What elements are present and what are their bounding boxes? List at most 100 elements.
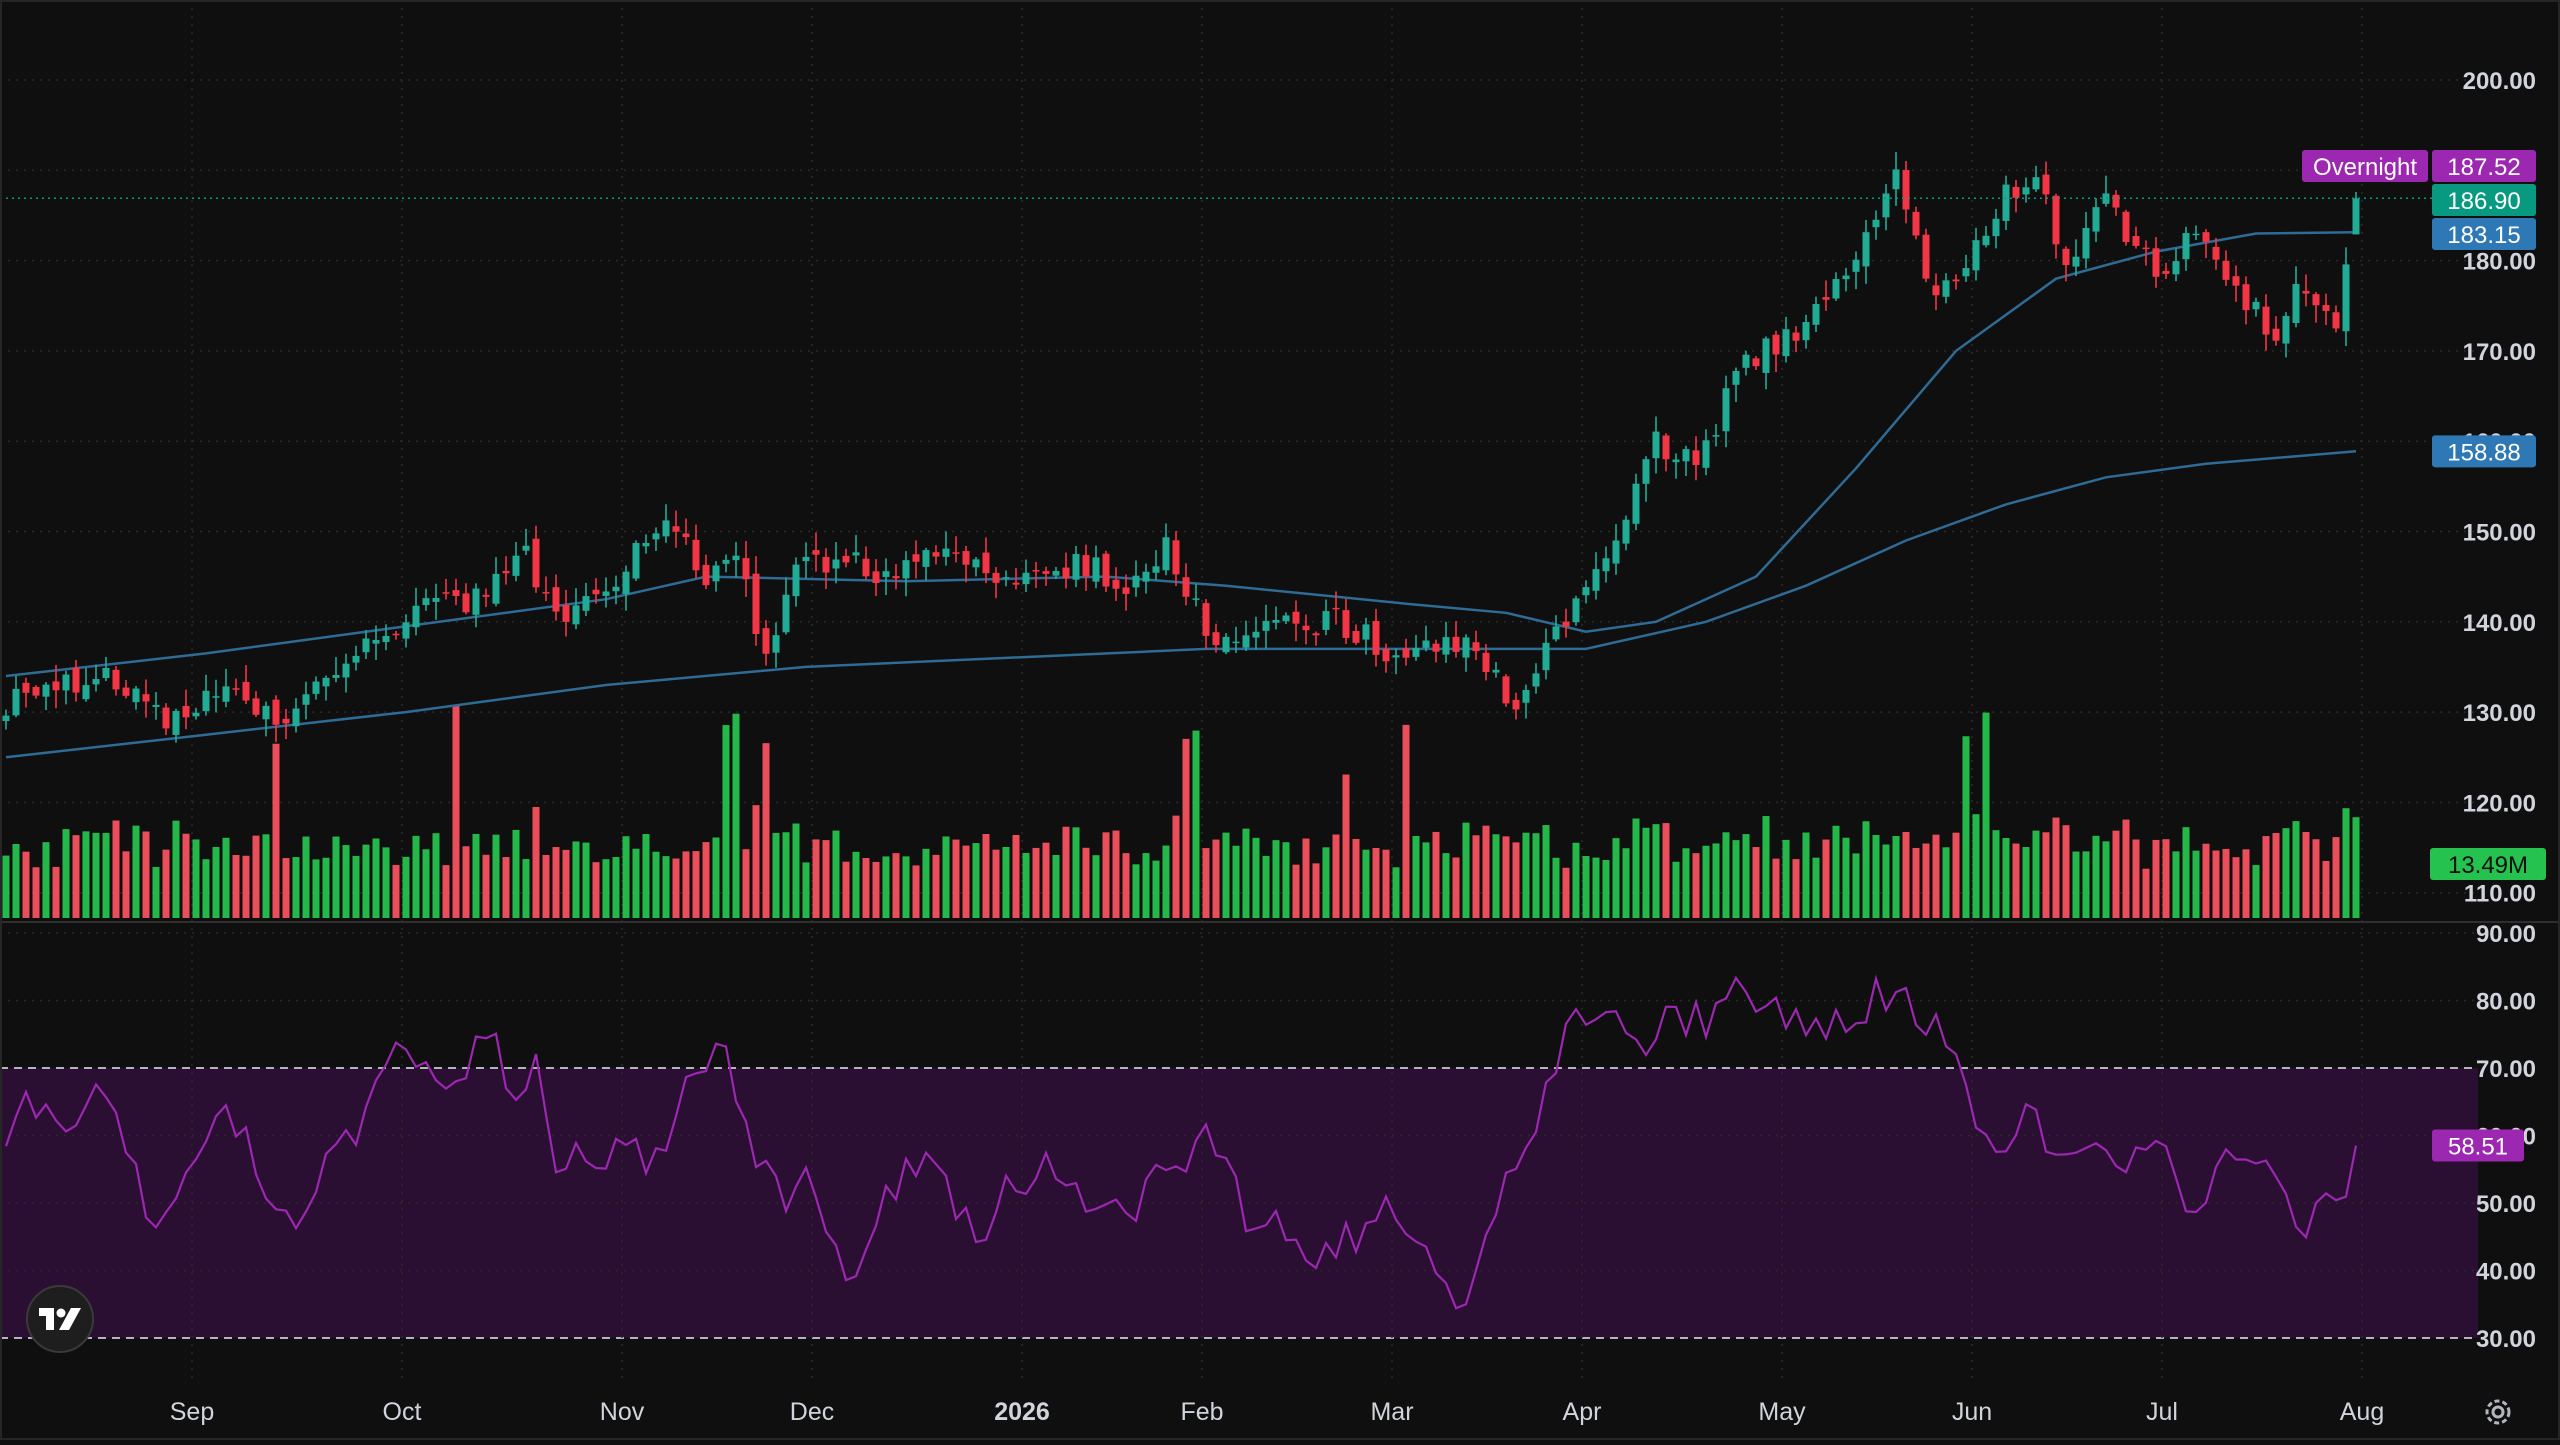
- candle-body: [712, 565, 720, 582]
- candle-body: [1642, 459, 1650, 484]
- candle-body: [1012, 582, 1020, 585]
- candle: [2172, 248, 2180, 282]
- candle: [782, 577, 790, 635]
- candle-body: [1982, 235, 1990, 246]
- volume-bar: [62, 829, 70, 918]
- candle: [592, 578, 600, 604]
- candle-body: [2302, 290, 2310, 294]
- candle-body: [622, 571, 630, 594]
- candle: [872, 559, 880, 596]
- volume-bar: [1992, 830, 2000, 918]
- tradingview-logo-icon[interactable]: [26, 1285, 94, 1353]
- candle: [1212, 623, 1220, 653]
- volume-bar: [1832, 825, 1840, 918]
- candle: [462, 583, 470, 615]
- candle-body: [1242, 635, 1250, 648]
- candle: [1152, 550, 1160, 581]
- candle: [562, 589, 570, 637]
- candle-body: [512, 555, 520, 576]
- candle: [292, 698, 300, 733]
- volume-bar: [1742, 834, 1750, 918]
- candle: [1942, 273, 1950, 304]
- volume-bar: [1012, 834, 1020, 918]
- candle: [2212, 237, 2220, 270]
- candle-body: [842, 555, 850, 563]
- x-tick-label: 2026: [994, 1398, 1050, 1426]
- candle-body: [2, 715, 10, 722]
- candle-body: [1682, 449, 1690, 462]
- candle: [1992, 208, 2000, 249]
- candle: [1542, 628, 1550, 680]
- candle: [262, 701, 270, 737]
- price-axis-tick: 140.00: [2463, 610, 2536, 637]
- candle-body: [982, 552, 990, 574]
- candle-body: [652, 533, 660, 540]
- candle: [942, 531, 950, 566]
- candle: [2112, 190, 2120, 216]
- volume-bar: [1652, 824, 1660, 918]
- price-axis-tick: 150.00: [2463, 520, 2536, 547]
- candle: [1752, 355, 1760, 370]
- candle-body: [1892, 169, 1900, 190]
- candle-body: [2342, 264, 2350, 332]
- volume-bar: [1172, 815, 1180, 918]
- candle-body: [1782, 329, 1790, 357]
- volume-bar: [1642, 827, 1650, 918]
- candle-body: [1132, 575, 1140, 588]
- volume-bar: [212, 846, 220, 918]
- candle-body: [232, 688, 240, 690]
- volume-bar: [1262, 855, 1270, 918]
- volume-bar: [1452, 857, 1460, 918]
- candle-body: [1292, 611, 1300, 624]
- volume-bar: [1312, 863, 1320, 918]
- candle-body: [2202, 232, 2210, 242]
- candle-body: [872, 571, 880, 584]
- candle: [1342, 598, 1350, 645]
- candle-body: [2352, 198, 2360, 235]
- volume-bar: [1192, 730, 1200, 918]
- volume-bar: [1732, 840, 1740, 918]
- candle: [472, 583, 480, 628]
- ma-slow-badge-bg: [2432, 435, 2536, 468]
- candle-body: [932, 552, 940, 557]
- candle: [382, 624, 390, 651]
- volume-bar: [1722, 832, 1730, 918]
- volume-bar: [292, 857, 300, 918]
- volume-bar: [1962, 736, 1970, 918]
- volume-bar: [192, 839, 200, 918]
- candle: [162, 703, 170, 736]
- volume-bar: [602, 859, 610, 918]
- volume-bar: [2042, 832, 2050, 918]
- volume-bar: [972, 843, 980, 918]
- x-tick-label: Jun: [1952, 1398, 1992, 1426]
- volume-bar: [1122, 853, 1130, 918]
- candle-body: [1202, 603, 1210, 636]
- gear-icon[interactable]: [2478, 1392, 2518, 1432]
- volume-bar: [1002, 847, 1010, 918]
- candle-body: [772, 635, 780, 653]
- volume-bar: [1302, 838, 1310, 918]
- volume-bar: [2052, 817, 2060, 918]
- candle-body: [1402, 648, 1410, 658]
- candle: [902, 551, 910, 597]
- candle-body: [202, 690, 210, 712]
- candle-body: [2272, 328, 2280, 341]
- candle: [1432, 639, 1440, 663]
- candle-body: [812, 550, 820, 555]
- overnight-tag-badge-text: Overnight: [2313, 154, 2417, 181]
- candle: [1552, 615, 1560, 642]
- candle: [1232, 626, 1240, 653]
- volume-bar: [1402, 724, 1410, 918]
- ma-fast-badge: 183.15: [2432, 218, 2536, 250]
- volume-bar: [562, 849, 570, 918]
- rsi-band: [0, 1068, 2478, 1338]
- volume-badge: 13.49M: [2430, 848, 2546, 880]
- candle: [672, 510, 680, 548]
- volume-bar: [732, 713, 740, 918]
- candle: [1442, 621, 1450, 663]
- candle: [282, 708, 290, 740]
- candle-body: [2122, 211, 2130, 243]
- candle-body: [1872, 219, 1880, 228]
